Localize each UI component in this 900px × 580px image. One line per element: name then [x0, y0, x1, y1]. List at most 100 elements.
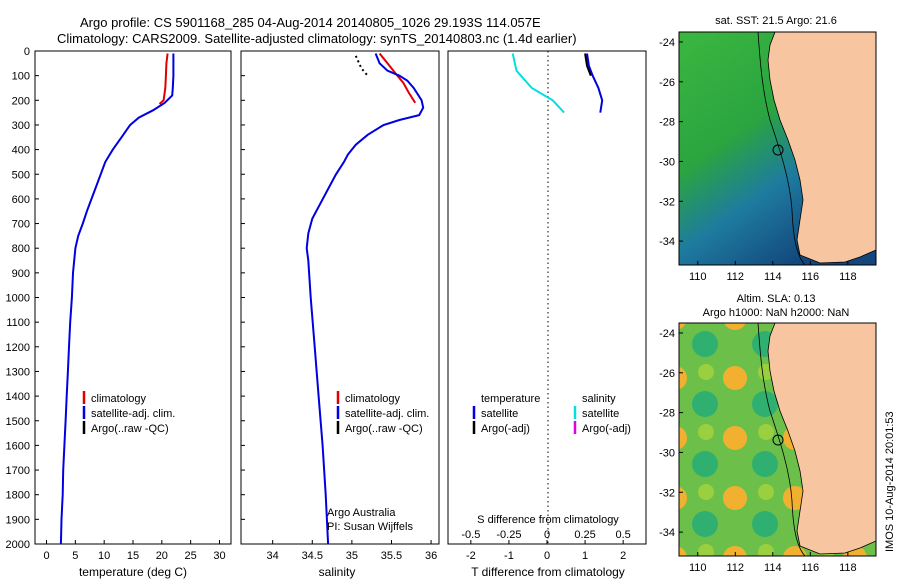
y-tick-label: 900 — [12, 268, 30, 280]
sst-land — [767, 31, 877, 264]
x-top-tick-label: 0 — [544, 529, 550, 541]
series-line — [584, 53, 592, 77]
sst-depth-contour — [757, 31, 806, 266]
map-x-tick-label: 116 — [802, 271, 820, 283]
series-line — [158, 53, 169, 105]
legend-argo: Argo(..raw -QC) — [91, 423, 169, 435]
sal-legend-argo: Argo(..raw -QC) — [345, 423, 423, 435]
legend-sal-argo: Argo(-adj) — [582, 423, 631, 435]
map-x-tick-label: 116 — [802, 562, 820, 574]
x-tick-label: 35 — [346, 550, 358, 562]
map-x-tick-label: 110 — [689, 271, 707, 283]
x-tick-label: 36 — [425, 550, 437, 562]
x-tick-label: 5 — [72, 550, 78, 562]
map-x-tick-label: 118 — [839, 271, 857, 283]
y-tick-label: 800 — [12, 243, 30, 255]
legend-temp-argo: Argo(-adj) — [481, 423, 530, 435]
sla-map: Altim. SLA: 0.13 Argo h1000: NaN h2000: … — [659, 293, 877, 574]
x-tick-label: -2 — [466, 550, 476, 562]
map-y-tick-label: -32 — [659, 196, 675, 208]
map-x-tick-label: 114 — [764, 562, 782, 574]
map-y-tick-label: -30 — [659, 156, 675, 168]
x-tick-label: 10 — [98, 550, 110, 562]
series-line — [354, 55, 369, 77]
series-line — [586, 53, 604, 113]
map-x-tick-label: 110 — [689, 562, 707, 574]
salinity-xlabel: salinity — [319, 565, 356, 579]
y-tick-label: 1700 — [6, 465, 30, 477]
y-tick-label: 1800 — [6, 490, 30, 502]
x-tick-label: 34 — [267, 550, 279, 562]
sla-map-title2: Argo h1000: NaN h2000: NaN — [703, 307, 850, 319]
x-tick-label: 20 — [156, 550, 168, 562]
sla-map-title1: Altim. SLA: 0.13 — [737, 293, 816, 305]
x-top-tick-label: -0.25 — [496, 529, 521, 541]
y-tick-label: 400 — [12, 145, 30, 157]
x-tick-label: 0 — [544, 550, 550, 562]
map-x-tick-label: 118 — [839, 562, 857, 574]
y-tick-label: 1900 — [6, 514, 30, 526]
header-line1: Argo profile: CS 5901168_285 04-Aug-2014… — [80, 15, 541, 30]
y-tick-label: 1300 — [6, 366, 30, 378]
map-y-tick-label: -26 — [659, 77, 675, 89]
temperature-panel: 0 5 10 15 20 25 300100200300400500600700800900… — [6, 46, 232, 579]
x-tick-label: 1 — [582, 550, 588, 562]
map-y-tick-label: -26 — [659, 368, 675, 380]
y-tick-label: 300 — [12, 120, 30, 132]
legend-temp-satellite: satellite — [481, 408, 518, 420]
y-tick-label: 2000 — [6, 539, 30, 551]
map-y-tick-label: -30 — [659, 447, 675, 459]
legend-satellite: satellite-adj. clim. — [91, 408, 175, 420]
salinity-axes — [240, 50, 440, 545]
salinity-panel: 34 34.5 35 35.5 36 salinity climatology sate… — [240, 50, 440, 579]
map-y-tick-label: -28 — [659, 117, 675, 129]
series-line — [59, 53, 175, 545]
legend-climatology: climatology — [91, 393, 147, 405]
sst-map-title: sat. SST: 21.5 Argo: 21.6 — [715, 15, 837, 27]
x-tick-label: 0 — [43, 550, 49, 562]
x-tick-label: 34.5 — [302, 550, 323, 562]
sla-argo-position — [772, 434, 784, 446]
map-y-tick-label: -24 — [659, 37, 675, 49]
y-tick-label: 1600 — [6, 440, 30, 452]
difference-xlabel: T difference from climatology — [471, 565, 625, 579]
x-tick-label: 30 — [213, 550, 225, 562]
sal-legend-satellite: satellite-adj. clim. — [345, 408, 429, 420]
sal-legend-climatology: climatology — [345, 393, 401, 405]
annotation-argo-australia: Argo Australia — [327, 507, 396, 519]
series-line — [378, 52, 417, 104]
y-tick-label: 100 — [12, 71, 30, 83]
x-top-tick-label: -0.5 — [461, 529, 480, 541]
map-y-tick-label: -34 — [659, 236, 675, 248]
temperature-xlabel: temperature (deg C) — [79, 565, 187, 579]
difference-top-label: S difference from climatology — [477, 514, 619, 526]
sst-argo-position — [772, 144, 784, 156]
map-x-tick-label: 114 — [764, 271, 782, 283]
header-line2: Climatology: CARS2009. Satellite-adjuste… — [57, 31, 577, 46]
series-line — [305, 53, 425, 545]
annotation-pi: PI: Susan Wijffels — [327, 521, 413, 533]
x-top-tick-label: 0.25 — [574, 529, 595, 541]
series-line — [511, 53, 565, 114]
y-tick-label: 600 — [12, 194, 30, 206]
y-tick-label: 1200 — [6, 342, 30, 354]
sla-land — [767, 322, 877, 555]
map-y-tick-label: -34 — [659, 527, 675, 539]
y-tick-label: 500 — [12, 169, 30, 181]
sla-depth-contour — [757, 322, 806, 557]
y-tick-label: 200 — [12, 95, 30, 107]
sst-map: sat. SST: 21.5 Argo: 21.6 110 112 114 116 11… — [659, 15, 877, 283]
salinity-legend: climatology satellite-adj. clim. Argo(..… — [336, 391, 429, 435]
y-tick-label: 1400 — [6, 391, 30, 403]
y-tick-label: 0 — [24, 46, 30, 58]
y-tick-label: 1000 — [6, 293, 30, 305]
x-tick-label: 25 — [185, 550, 197, 562]
difference-axes — [447, 50, 647, 545]
difference-panel: -2 -1 0 1 2 -0.5 -0.25 0 0.25 0.5 S difference fr… — [447, 50, 647, 579]
y-tick-label: 1100 — [6, 317, 30, 329]
map-y-tick-label: -28 — [659, 408, 675, 420]
map-x-tick-label: 112 — [727, 562, 745, 574]
y-tick-label: 700 — [12, 219, 30, 231]
map-x-tick-label: 112 — [727, 271, 745, 283]
